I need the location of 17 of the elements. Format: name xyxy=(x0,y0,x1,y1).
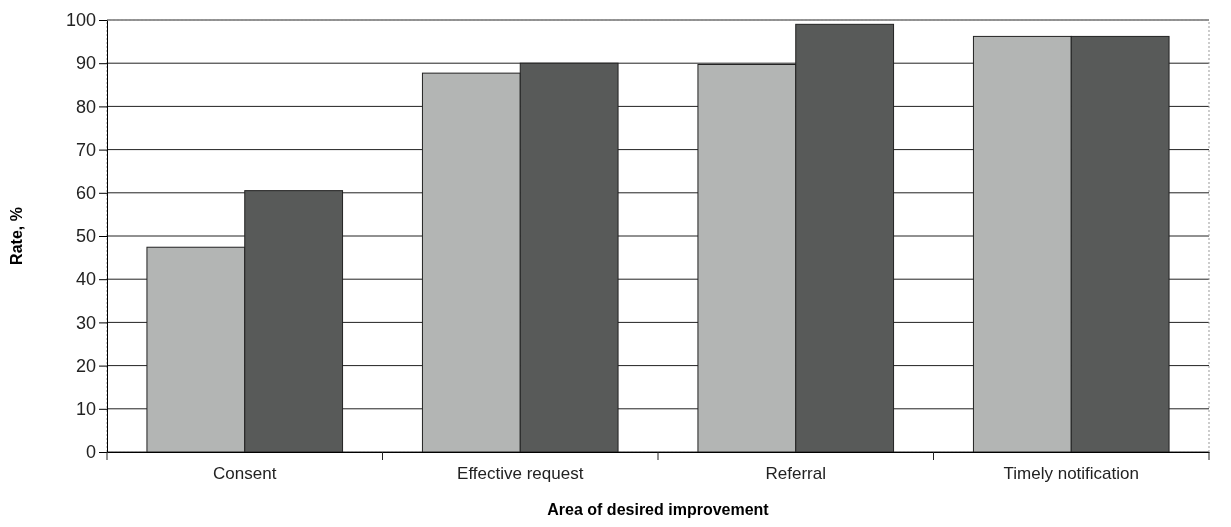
y-tick-label: 10 xyxy=(75,399,96,420)
x-tick-label: Referral xyxy=(765,463,826,483)
y-tick-label: 100 xyxy=(65,10,96,31)
y-tick-label: 40 xyxy=(75,269,96,290)
y-tick-label: 90 xyxy=(75,53,96,74)
y-tick-label: 80 xyxy=(75,96,96,117)
x-tick-label: Timely notification xyxy=(1003,463,1139,483)
y-axis-title: Rate, % xyxy=(8,207,25,265)
y-tick-label: 30 xyxy=(75,312,96,333)
y-tick-label: 20 xyxy=(75,355,96,376)
x-tick-label: Effective request xyxy=(457,463,584,483)
x-axis-title: Area of desired improvement xyxy=(547,501,770,518)
x-tick-label: Consent xyxy=(213,463,277,483)
y-tick-label: 60 xyxy=(75,183,96,204)
y-tick-label: 70 xyxy=(75,139,96,160)
y-tick-label: 50 xyxy=(75,226,96,247)
y-tick-label: 0 xyxy=(85,442,96,463)
